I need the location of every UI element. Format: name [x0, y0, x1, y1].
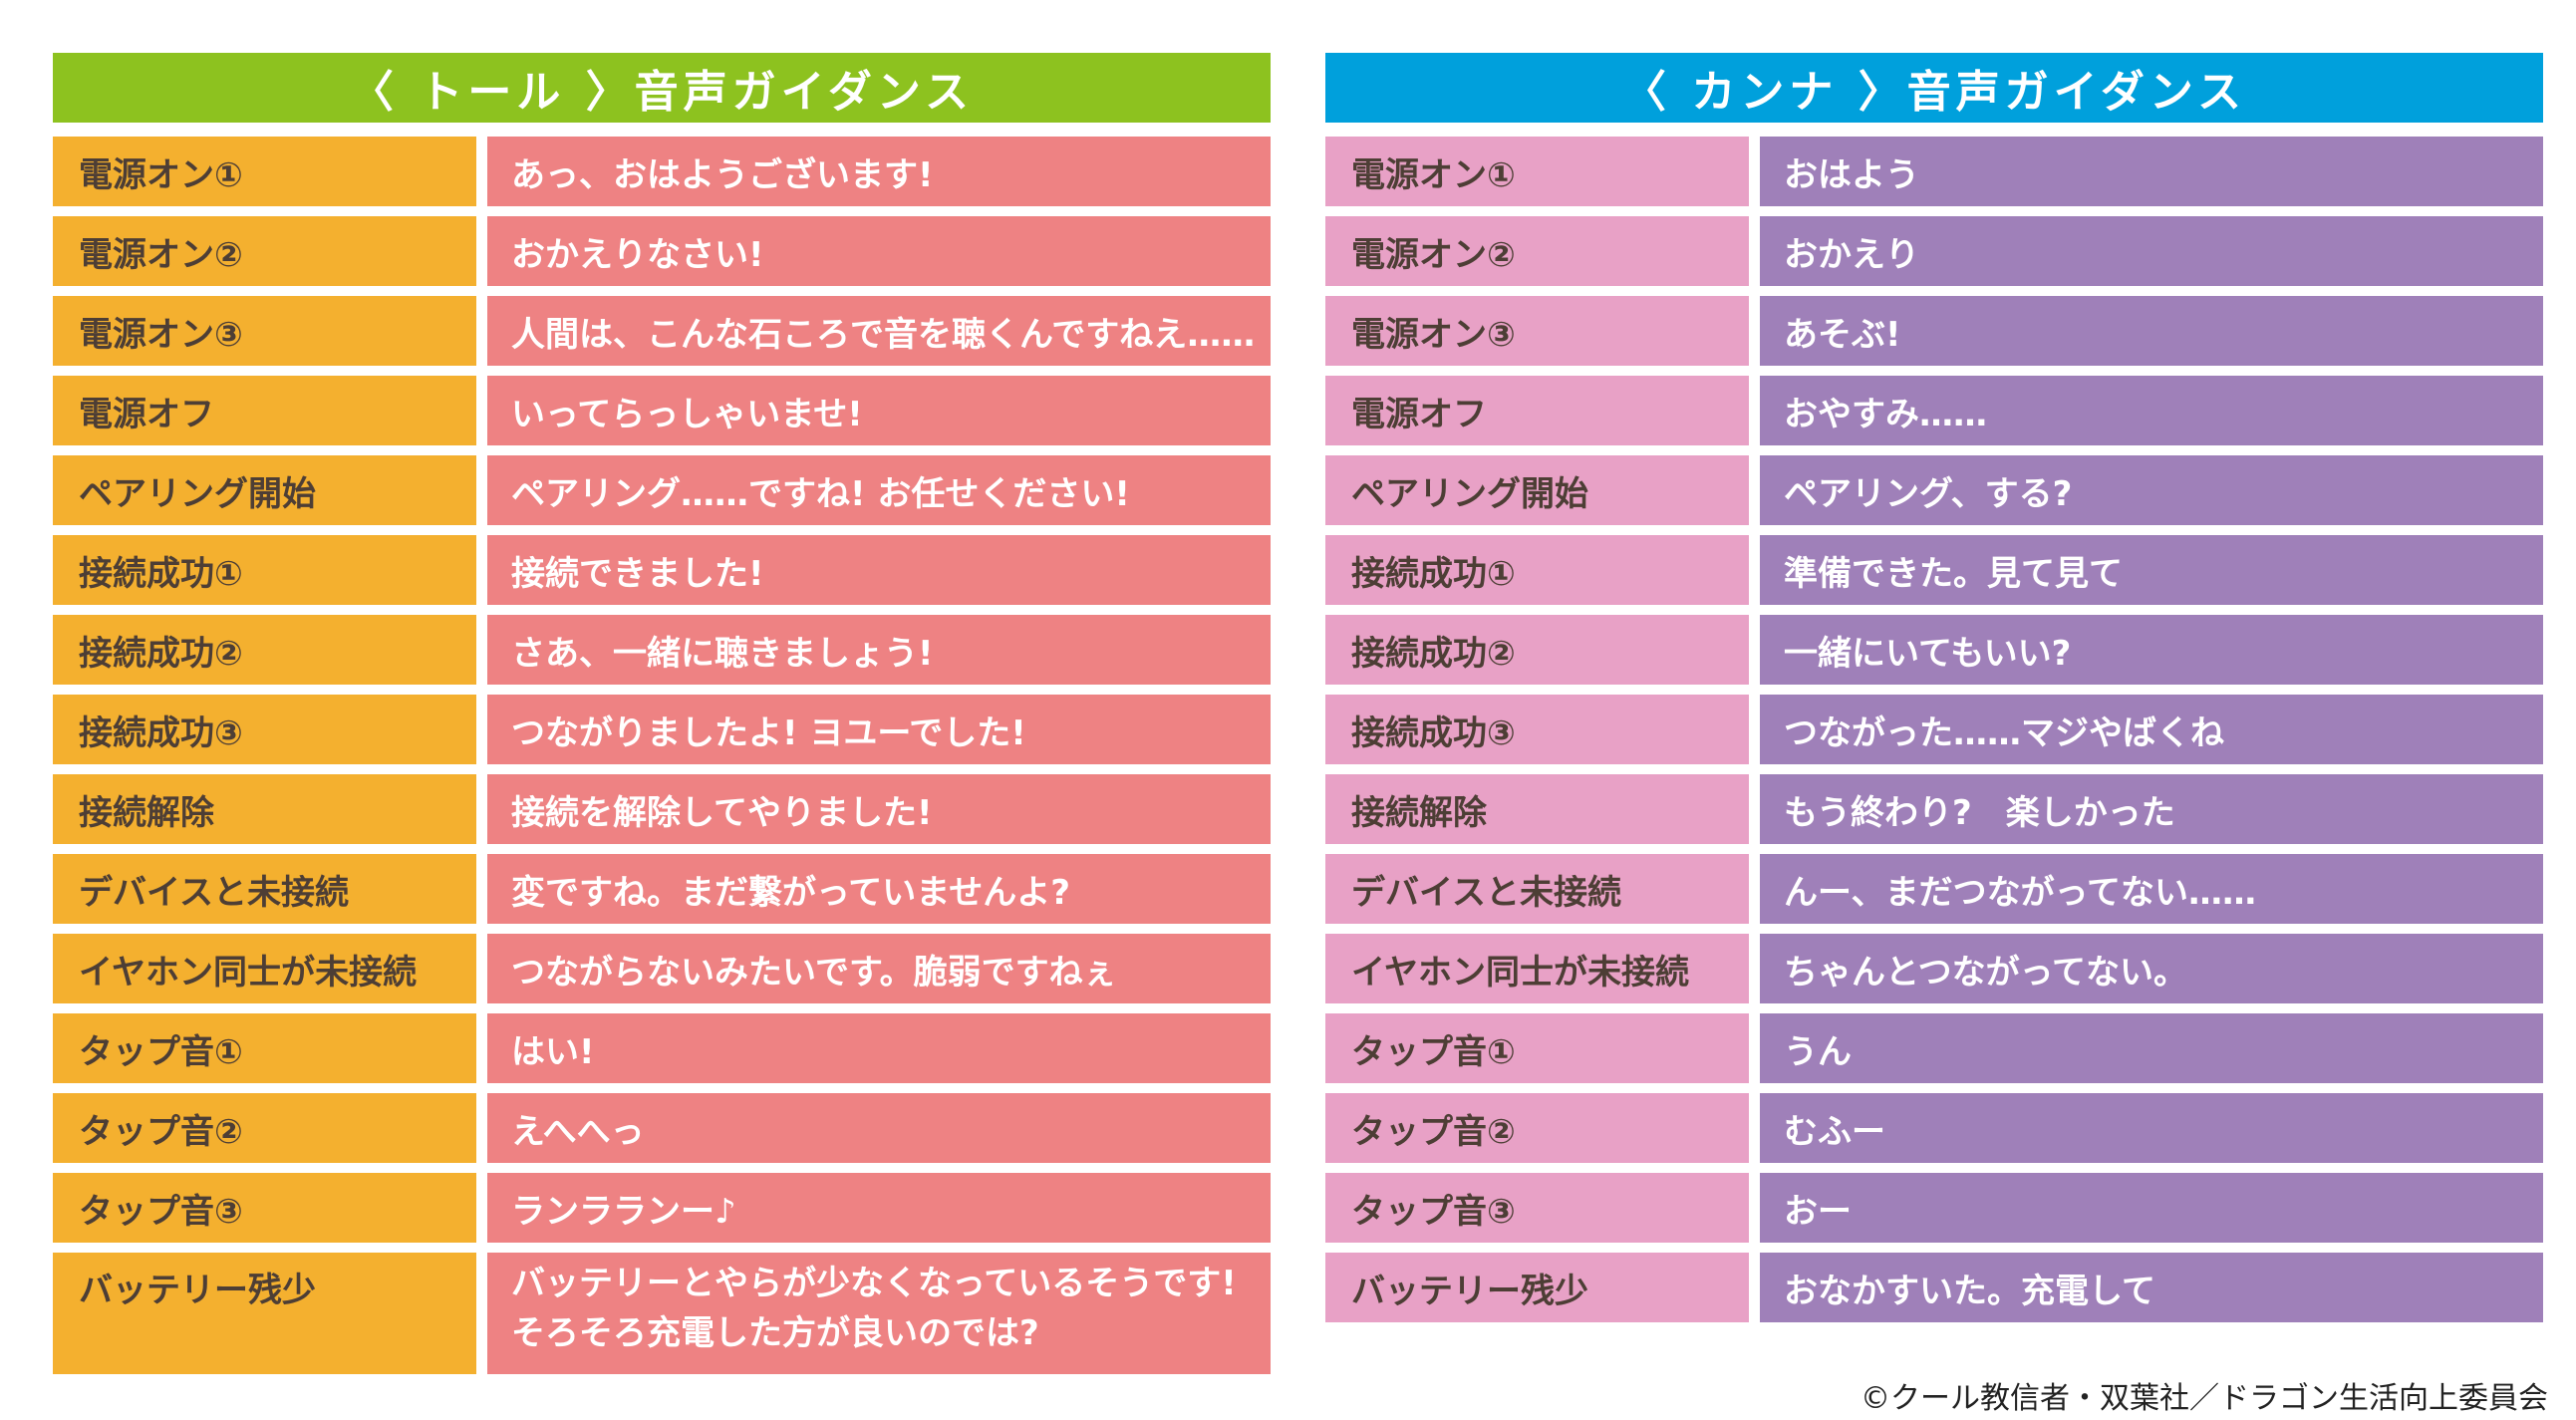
- row-voice-line: おはよう: [1760, 137, 2543, 206]
- row-label: 接続成功①: [53, 535, 476, 605]
- row-label: ペアリング開始: [53, 455, 476, 525]
- row-label: バッテリー残少: [53, 1253, 476, 1374]
- row-voice-line: ちゃんとつながってない。: [1760, 934, 2543, 1003]
- table-row: ペアリング開始 ペアリング……ですね! お任せください!: [53, 455, 1271, 525]
- tohru-table-title: 〈 トール 〉音声ガイダンス: [53, 53, 1271, 123]
- row-voice-line: つながらないみたいです。脆弱ですねぇ: [487, 934, 1271, 1003]
- row-voice-line: えへへっ: [487, 1093, 1271, 1163]
- row-label: イヤホン同士が未接続: [1325, 934, 1749, 1003]
- row-voice-line: 接続を解除してやりました!: [487, 774, 1271, 844]
- row-voice-line: むふー: [1760, 1093, 2543, 1163]
- row-label: 接続成功③: [1325, 695, 1749, 764]
- row-label: 接続成功①: [1325, 535, 1749, 605]
- table-row: 電源オフ いってらっしゃいませ!: [53, 376, 1271, 445]
- table-row: 電源オフ おやすみ……: [1325, 376, 2543, 445]
- row-label: 接続解除: [1325, 774, 1749, 844]
- row-voice-line: あそぶ!: [1760, 296, 2543, 366]
- row-voice-line: 接続できました!: [487, 535, 1271, 605]
- table-row: タップ音③ ランラランー♪: [53, 1173, 1271, 1243]
- table-row: タップ音③ おー: [1325, 1173, 2543, 1243]
- row-voice-line: おかえり: [1760, 216, 2543, 286]
- table-row: 電源オン① あっ、おはようございます!: [53, 137, 1271, 206]
- row-label: 電源オン①: [53, 137, 476, 206]
- row-label: 電源オン③: [1325, 296, 1749, 366]
- row-label: 電源オン③: [53, 296, 476, 366]
- table-row: タップ音① うん: [1325, 1013, 2543, 1083]
- row-label: 電源オフ: [1325, 376, 1749, 445]
- table-row: タップ音② えへへっ: [53, 1093, 1271, 1163]
- row-label: タップ音①: [53, 1013, 476, 1083]
- row-label: タップ音②: [53, 1093, 476, 1163]
- row-voice-line: 一緒にいてもいい?: [1760, 615, 2543, 685]
- kanna-voice-table: 〈 カンナ 〉音声ガイダンス 電源オン① おはよう 電源オン② おかえり 電源オン③ あそ…: [1325, 53, 2543, 1332]
- row-voice-line: ペアリング、する?: [1760, 455, 2543, 525]
- row-label: 接続成功②: [53, 615, 476, 685]
- table-row: タップ音① はい!: [53, 1013, 1271, 1083]
- table-row: 電源オン③ あそぶ!: [1325, 296, 2543, 366]
- row-label: タップ音③: [1325, 1173, 1749, 1243]
- table-row: バッテリー残少 バッテリーとやらが少なくなっているそうです! そろそろ充電した方が…: [53, 1253, 1271, 1374]
- row-voice-line: つながりましたよ! ヨユーでした!: [487, 695, 1271, 764]
- row-voice-line: つながった……マジやばくね: [1760, 695, 2543, 764]
- row-voice-line: もう終わり? 楽しかった: [1760, 774, 2543, 844]
- row-label: ペアリング開始: [1325, 455, 1749, 525]
- row-label: 電源オン②: [1325, 216, 1749, 286]
- row-label: タップ音②: [1325, 1093, 1749, 1163]
- table-row: 接続成功① 準備できた。見て見て: [1325, 535, 2543, 605]
- table-row: 電源オン② おかえり: [1325, 216, 2543, 286]
- row-label: 電源オン②: [53, 216, 476, 286]
- table-row: タップ音② むふー: [1325, 1093, 2543, 1163]
- kanna-rows: 電源オン① おはよう 電源オン② おかえり 電源オン③ あそぶ! 電源オフ おやすみ…… ペアリ…: [1325, 137, 2543, 1322]
- table-row: 接続成功① 接続できました!: [53, 535, 1271, 605]
- row-label: 電源オン①: [1325, 137, 1749, 206]
- row-label: デバイスと未接続: [53, 854, 476, 924]
- row-label: 接続解除: [53, 774, 476, 844]
- table-row: イヤホン同士が未接続 つながらないみたいです。脆弱ですねぇ: [53, 934, 1271, 1003]
- table-row: 電源オン③ 人間は、こんな石ころで音を聴くんですねえ……: [53, 296, 1271, 366]
- table-row: デバイスと未接続 んー、まだつながってない……: [1325, 854, 2543, 924]
- row-voice-line: 人間は、こんな石ころで音を聴くんですねえ……: [487, 296, 1271, 366]
- row-voice-line: はい!: [487, 1013, 1271, 1083]
- row-voice-line: おかえりなさい!: [487, 216, 1271, 286]
- table-row: イヤホン同士が未接続 ちゃんとつながってない。: [1325, 934, 2543, 1003]
- table-row: 接続成功② さあ、一緒に聴きましょう!: [53, 615, 1271, 685]
- row-label: タップ音③: [53, 1173, 476, 1243]
- copyright-notice: ©クール教信者・双葉社／ドラゴン生活向上委員会: [1860, 1381, 2548, 1416]
- row-voice-line: おなかすいた。充電して: [1760, 1253, 2543, 1322]
- row-label: 接続成功②: [1325, 615, 1749, 685]
- row-voice-line: 変ですね。まだ繋がっていませんよ?: [487, 854, 1271, 924]
- row-label: 接続成功③: [53, 695, 476, 764]
- row-voice-line: 準備できた。見て見て: [1760, 535, 2543, 605]
- table-row: デバイスと未接続 変ですね。まだ繋がっていませんよ?: [53, 854, 1271, 924]
- table-row: 接続成功③ つながった……マジやばくね: [1325, 695, 2543, 764]
- row-voice-line: ペアリング……ですね! お任せください!: [487, 455, 1271, 525]
- row-label: タップ音①: [1325, 1013, 1749, 1083]
- table-row: ペアリング開始 ペアリング、する?: [1325, 455, 2543, 525]
- row-voice-line: さあ、一緒に聴きましょう!: [487, 615, 1271, 685]
- table-row: バッテリー残少 おなかすいた。充電して: [1325, 1253, 2543, 1322]
- row-voice-line: うん: [1760, 1013, 2543, 1083]
- table-row: 接続成功② 一緒にいてもいい?: [1325, 615, 2543, 685]
- kanna-table-title: 〈 カンナ 〉音声ガイダンス: [1325, 53, 2543, 123]
- tohru-voice-table: 〈 トール 〉音声ガイダンス 電源オン① あっ、おはようございます! 電源オン② おか…: [53, 53, 1271, 1384]
- table-row: 接続解除 もう終わり? 楽しかった: [1325, 774, 2543, 844]
- tohru-rows: 電源オン① あっ、おはようございます! 電源オン② おかえりなさい! 電源オン③ 人間は、…: [53, 137, 1271, 1374]
- table-row: 接続解除 接続を解除してやりました!: [53, 774, 1271, 844]
- row-label: イヤホン同士が未接続: [53, 934, 476, 1003]
- table-row: 電源オン① おはよう: [1325, 137, 2543, 206]
- table-row: 電源オン② おかえりなさい!: [53, 216, 1271, 286]
- row-voice-line: いってらっしゃいませ!: [487, 376, 1271, 445]
- row-label: デバイスと未接続: [1325, 854, 1749, 924]
- row-voice-line: ランラランー♪: [487, 1173, 1271, 1243]
- row-voice-line: おー: [1760, 1173, 2543, 1243]
- row-voice-line: あっ、おはようございます!: [487, 137, 1271, 206]
- row-label: 電源オフ: [53, 376, 476, 445]
- row-voice-line: んー、まだつながってない……: [1760, 854, 2543, 924]
- table-row: 接続成功③ つながりましたよ! ヨユーでした!: [53, 695, 1271, 764]
- row-label: バッテリー残少: [1325, 1253, 1749, 1322]
- row-voice-line: バッテリーとやらが少なくなっているそうです! そろそろ充電した方が良いのでは?: [487, 1253, 1271, 1374]
- row-voice-line: おやすみ……: [1760, 376, 2543, 445]
